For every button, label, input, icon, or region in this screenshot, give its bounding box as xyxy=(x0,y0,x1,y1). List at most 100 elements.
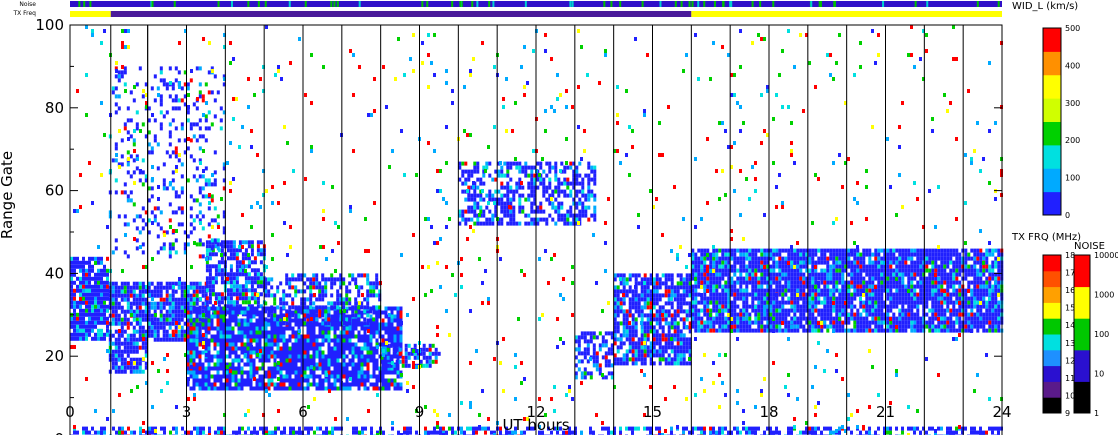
data-cell xyxy=(841,264,845,269)
data-cell xyxy=(372,305,376,310)
data-cell xyxy=(114,289,118,294)
data-cell xyxy=(285,309,289,314)
data-cell xyxy=(300,370,304,375)
data-cell xyxy=(560,189,564,194)
data-cell xyxy=(643,321,647,326)
data-cell xyxy=(219,330,223,335)
data-cell xyxy=(249,382,253,387)
data-cell xyxy=(88,312,91,317)
data-cell xyxy=(226,280,230,285)
data-cell xyxy=(763,276,767,281)
data-cell xyxy=(336,346,340,351)
data-cell xyxy=(500,209,504,214)
data-cell xyxy=(637,337,641,342)
data-cell xyxy=(208,300,212,305)
data-cell xyxy=(586,371,590,376)
data-cell xyxy=(249,378,253,383)
data-cell xyxy=(736,304,740,309)
data-cell xyxy=(129,301,133,306)
data-cell xyxy=(706,284,710,289)
data-cell xyxy=(598,363,602,368)
data-cell xyxy=(232,248,236,253)
data-cell xyxy=(868,324,872,329)
data-cell xyxy=(150,329,154,334)
data-cell xyxy=(805,268,809,273)
data-cell xyxy=(862,280,866,285)
data-cell xyxy=(354,305,358,310)
data-cell xyxy=(390,358,394,363)
data-cell xyxy=(324,285,328,290)
data-cell xyxy=(853,292,857,297)
data-cell xyxy=(231,326,235,331)
data-cell xyxy=(159,321,163,326)
data-cell xyxy=(715,284,719,289)
data-cell xyxy=(850,316,854,321)
data-cell xyxy=(859,252,863,257)
data-cell xyxy=(249,358,253,363)
data-cell xyxy=(844,252,848,257)
data-cell xyxy=(244,256,248,261)
data-cell xyxy=(706,276,710,281)
data-cell xyxy=(509,189,513,194)
data-cell xyxy=(703,312,707,317)
data-cell xyxy=(258,366,262,371)
data-cell xyxy=(351,334,355,339)
data-cell xyxy=(306,326,310,331)
data-cell xyxy=(667,289,671,294)
data-cell xyxy=(79,300,82,305)
data-cell xyxy=(303,366,307,371)
data-cell xyxy=(853,260,857,265)
data-cell xyxy=(625,321,629,326)
data-cell xyxy=(111,361,115,366)
data-cell xyxy=(646,353,650,358)
tx-freq-strip-label: TX Freq xyxy=(12,10,36,17)
data-cell xyxy=(859,268,863,273)
data-cell xyxy=(643,313,647,318)
data-cell xyxy=(661,309,665,314)
data-cell xyxy=(354,301,358,306)
data-cell xyxy=(832,252,836,257)
data-cell xyxy=(676,305,680,310)
data-cell xyxy=(709,328,713,333)
data-cell xyxy=(235,272,239,277)
data-cell xyxy=(294,330,298,335)
data-cell xyxy=(649,301,653,306)
data-cell xyxy=(817,276,821,281)
data-cell xyxy=(396,354,400,359)
data-cell xyxy=(766,316,770,321)
data-cell xyxy=(793,276,797,281)
data-cell xyxy=(195,289,199,294)
data-cell xyxy=(715,268,719,273)
data-cell xyxy=(247,296,251,301)
data-cell xyxy=(399,330,403,335)
data-cell xyxy=(781,292,785,297)
data-cell xyxy=(273,382,277,387)
data-cell xyxy=(706,316,710,321)
data-cell xyxy=(772,308,776,313)
data-cell xyxy=(482,221,486,226)
data-cell xyxy=(509,177,513,182)
data-cell xyxy=(661,281,665,286)
data-cell xyxy=(229,292,233,297)
data-cell xyxy=(616,309,620,314)
data-cell xyxy=(706,324,710,329)
data-cell xyxy=(165,309,169,314)
data-cell xyxy=(234,346,238,351)
data-cell xyxy=(485,165,489,170)
data-cell xyxy=(724,268,728,273)
data-cell xyxy=(847,248,851,253)
data-cell xyxy=(360,321,364,326)
data-cell xyxy=(566,209,570,214)
data-cell xyxy=(387,330,391,335)
data-cell xyxy=(195,306,199,311)
data-cell xyxy=(82,280,85,285)
data-cell xyxy=(360,301,364,306)
data-cell xyxy=(270,313,274,318)
data-cell xyxy=(204,338,208,343)
data-cell xyxy=(781,308,785,313)
data-cell xyxy=(369,358,373,363)
data-cell xyxy=(345,289,349,294)
data-cell xyxy=(817,256,821,261)
data-cell xyxy=(264,306,268,311)
data-cell xyxy=(580,371,584,376)
